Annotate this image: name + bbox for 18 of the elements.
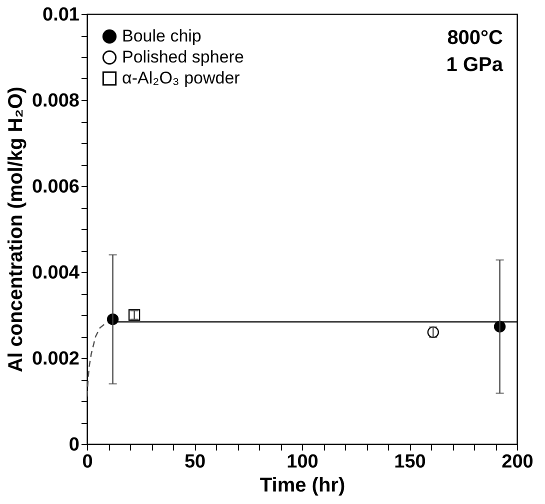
y-tick-label: 0.006 xyxy=(32,176,80,198)
x-tick-label: 150 xyxy=(394,452,426,472)
y-tick-label: 0.002 xyxy=(32,348,80,370)
y-tick-label: 0.004 xyxy=(32,262,80,284)
y-tick-label: 0.008 xyxy=(32,90,80,112)
annotation: 800°C xyxy=(447,27,503,49)
y-tick-label: 0 xyxy=(68,434,80,456)
x-tick-label: 200 xyxy=(502,452,534,472)
x-tick-label: 100 xyxy=(286,452,318,472)
annotation: 1 GPa xyxy=(446,54,504,76)
legend-label: α-Al₂O₃ powder xyxy=(122,68,240,88)
y-axis-title: Al concentration (mol/kg H₂O) xyxy=(4,86,27,372)
x-axis-title: Time (hr) xyxy=(260,474,346,496)
x-tick-label: 0 xyxy=(82,452,93,472)
y-tick-label: 0.01 xyxy=(42,4,80,26)
legend-label: Polished sphere xyxy=(122,48,244,66)
x-tick-label: 50 xyxy=(184,452,206,472)
legend-label: Boule chip xyxy=(122,26,202,46)
